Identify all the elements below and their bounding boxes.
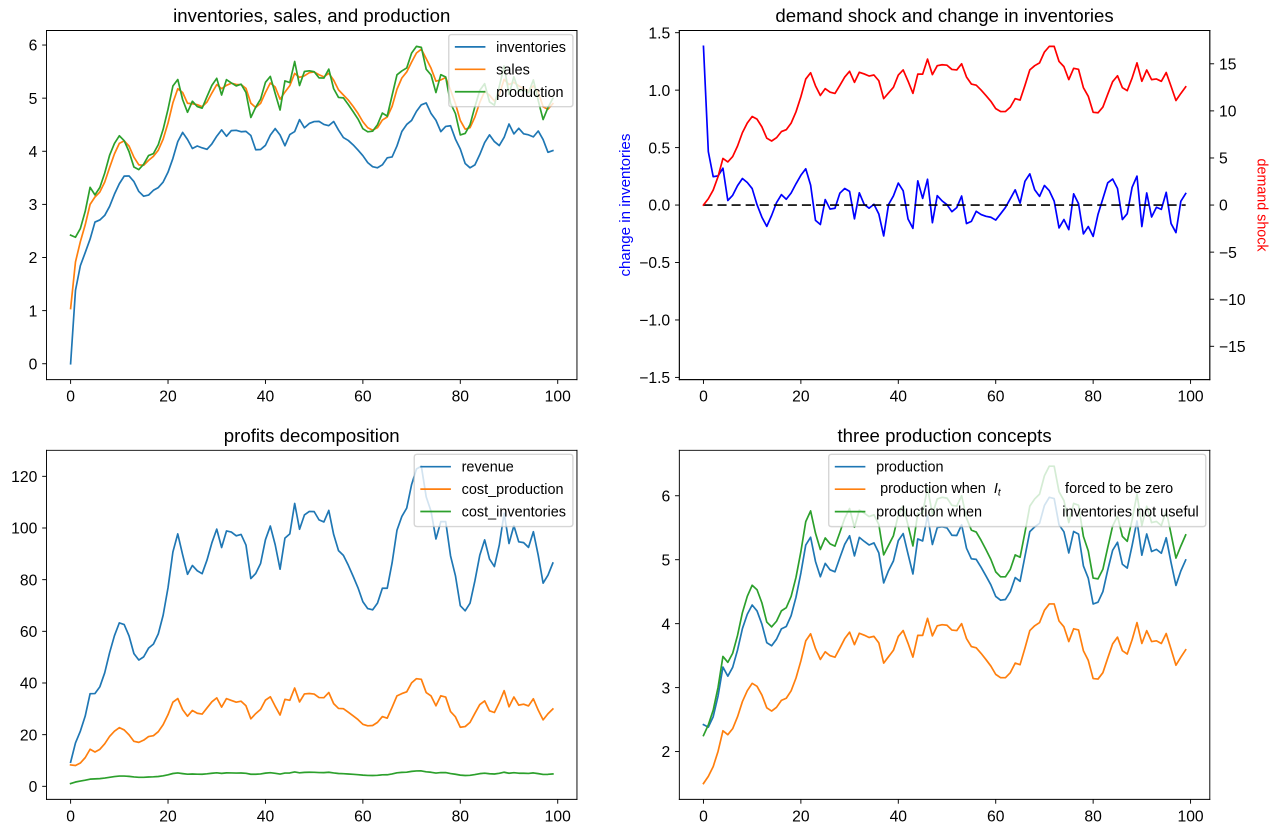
svg-text:100: 100: [545, 808, 571, 825]
svg-text:inventories: inventories: [496, 40, 566, 56]
svg-text:40: 40: [890, 389, 908, 406]
svg-text:0.0: 0.0: [648, 198, 670, 215]
svg-text:100: 100: [1177, 389, 1203, 406]
svg-text:inventories, sales, and produc: inventories, sales, and production: [173, 5, 450, 26]
svg-text:6: 6: [661, 488, 670, 505]
svg-text:3: 3: [29, 197, 38, 214]
svg-text:4: 4: [29, 144, 38, 161]
svg-text:40: 40: [257, 808, 275, 825]
svg-text:2: 2: [661, 744, 670, 761]
svg-text:cost_inventories: cost_inventories: [462, 505, 566, 521]
svg-text:0: 0: [29, 356, 38, 373]
svg-text:−1.0: −1.0: [639, 313, 670, 330]
svg-text:5: 5: [29, 91, 38, 108]
svg-text:40: 40: [20, 676, 38, 693]
svg-text:0: 0: [699, 808, 708, 825]
svg-text:5: 5: [1219, 151, 1228, 168]
svg-text:−5: −5: [1219, 245, 1237, 262]
svg-text:60: 60: [987, 808, 1005, 825]
svg-text:80: 80: [1084, 808, 1102, 825]
svg-text:0: 0: [66, 808, 75, 825]
svg-text:profits decomposition: profits decomposition: [224, 425, 400, 446]
svg-text:0.5: 0.5: [648, 140, 670, 157]
svg-text:40: 40: [890, 808, 908, 825]
svg-text:15: 15: [1219, 56, 1237, 73]
svg-text:production: production: [876, 460, 943, 476]
svg-text:−15: −15: [1219, 339, 1246, 356]
svg-text:100: 100: [11, 521, 37, 538]
svg-text:5: 5: [661, 552, 670, 569]
svg-text:60: 60: [20, 624, 38, 641]
svg-text:revenue: revenue: [462, 460, 514, 476]
svg-text:0: 0: [699, 389, 708, 406]
svg-text:1: 1: [29, 303, 38, 320]
svg-text:20: 20: [792, 808, 810, 825]
svg-text:6: 6: [29, 38, 38, 55]
svg-text:80: 80: [1084, 389, 1102, 406]
svg-text:demand shock: demand shock: [1253, 159, 1269, 253]
svg-text:sales: sales: [496, 62, 530, 78]
svg-text:demand shock and change in inv: demand shock and change in inventories: [775, 5, 1113, 26]
svg-text:20: 20: [159, 808, 177, 825]
svg-text:60: 60: [354, 808, 372, 825]
svg-text:20: 20: [20, 727, 38, 744]
svg-text:2: 2: [29, 250, 38, 267]
svg-text:20: 20: [792, 389, 810, 406]
svg-text:1.5: 1.5: [648, 25, 670, 42]
svg-text:80: 80: [452, 389, 470, 406]
svg-text:0: 0: [1219, 198, 1228, 215]
svg-text:80: 80: [20, 572, 38, 589]
svg-text:0: 0: [29, 779, 38, 796]
svg-text:10: 10: [1219, 104, 1237, 121]
svg-text:80: 80: [452, 808, 470, 825]
svg-text:production: production: [496, 85, 563, 101]
svg-text:20: 20: [159, 389, 177, 406]
svg-text:three production concepts: three production concepts: [837, 425, 1051, 446]
svg-text:120: 120: [11, 469, 37, 486]
svg-text:100: 100: [545, 389, 571, 406]
svg-text:−10: −10: [1219, 292, 1246, 309]
svg-text:3: 3: [661, 680, 670, 697]
svg-text:change in inventories: change in inventories: [617, 133, 634, 276]
svg-text:cost_production: cost_production: [462, 482, 564, 498]
svg-text:100: 100: [1177, 808, 1203, 825]
svg-text:1.0: 1.0: [648, 83, 670, 100]
svg-text:0: 0: [66, 389, 75, 406]
svg-text:4: 4: [661, 616, 670, 633]
svg-text:60: 60: [987, 389, 1005, 406]
svg-text:40: 40: [257, 389, 275, 406]
svg-text:−0.5: −0.5: [639, 255, 670, 272]
svg-text:−1.5: −1.5: [639, 370, 670, 387]
svg-text:60: 60: [354, 389, 372, 406]
svg-text:p r o d: p r o d u c t i o n w h e n: [876, 473, 1218, 500]
svg-text:production when: production when inventories not useful: [876, 505, 1199, 521]
